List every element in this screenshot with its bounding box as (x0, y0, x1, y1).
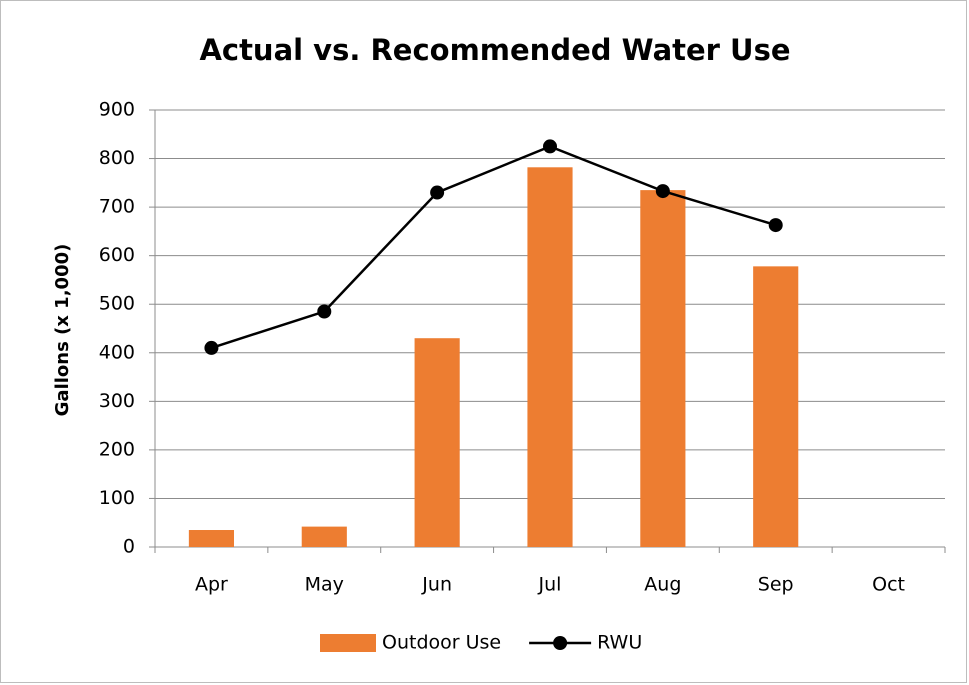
bar (301, 526, 347, 547)
y-tick-label: 300 (99, 390, 135, 412)
x-tick-label: Jun (421, 574, 452, 596)
line-marker (655, 184, 670, 199)
x-tick-label: May (305, 574, 344, 596)
bar (188, 530, 234, 547)
bar (527, 167, 573, 547)
chart-title: Actual vs. Recommended Water Use (199, 33, 790, 67)
line-marker (317, 304, 332, 319)
y-tick-label: 900 (99, 99, 135, 121)
y-tick-label: 800 (99, 147, 135, 169)
x-tick-label: Jul (538, 574, 562, 596)
y-tick-label: 700 (99, 196, 135, 218)
line-marker (204, 340, 219, 355)
line-marker (430, 185, 445, 200)
x-tick-label: Apr (195, 574, 228, 596)
legend-label: Outdoor Use (382, 632, 501, 654)
x-tick-label: Oct (872, 574, 905, 596)
y-tick-label: 100 (99, 487, 135, 509)
line (211, 145, 777, 350)
line-marker (768, 218, 783, 233)
x-tick-label: Aug (644, 574, 681, 596)
y-tick-label: 200 (99, 438, 135, 460)
legend-swatch (320, 634, 376, 652)
line-marker (543, 139, 557, 154)
legend-swatch-marker (553, 636, 568, 650)
y-tick-label: 0 (123, 536, 135, 558)
x-tick-label: Sep (758, 574, 794, 596)
bar (414, 338, 460, 547)
y-tick-label: 500 (99, 293, 135, 315)
y-axis-label: Gallons (x 1,000) (52, 244, 73, 417)
y-tick-label: 600 (99, 244, 135, 266)
bar (753, 266, 799, 547)
legend-label: RWU (597, 632, 642, 654)
y-tick-label: 400 (99, 341, 135, 363)
bar (640, 190, 686, 547)
